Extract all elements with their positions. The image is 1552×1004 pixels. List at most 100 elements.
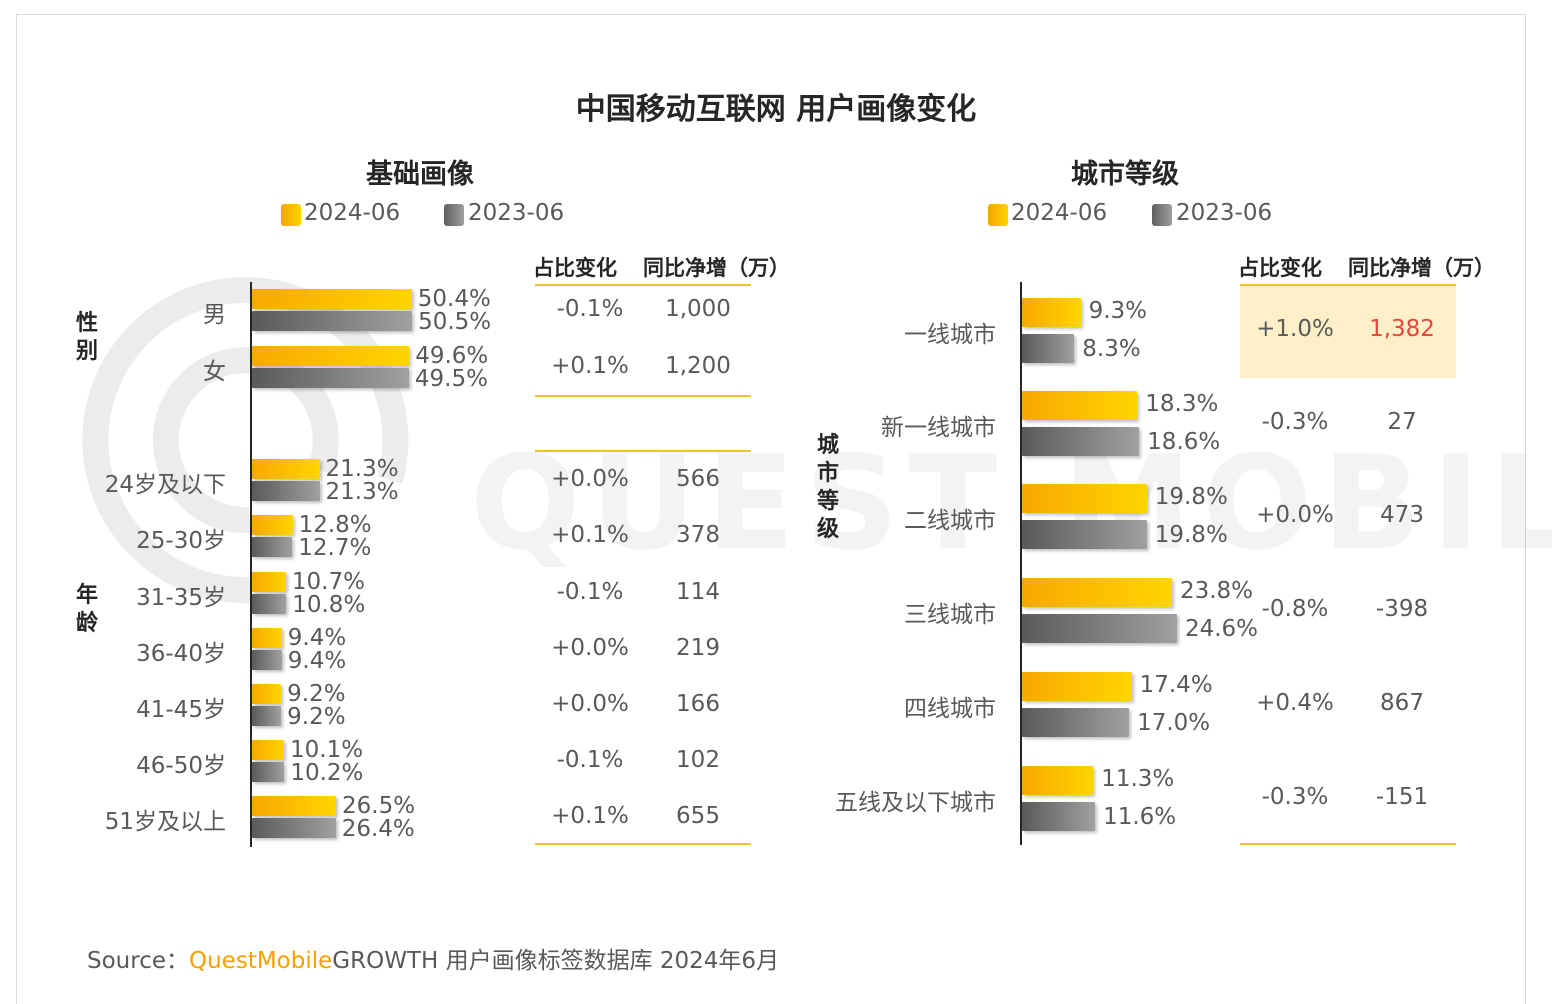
- right-chart-axis: [1020, 282, 1022, 845]
- highlight-first-tier: [1240, 285, 1456, 378]
- age-share-change-1: +0.1%: [551, 522, 629, 548]
- legend-swatch-2024: [281, 204, 301, 226]
- age-label-2024-1: 12.8%: [298, 512, 372, 538]
- legend-label-2023-right: 2023-06: [1176, 200, 1273, 226]
- gender-share-change-0: -0.1%: [556, 296, 624, 322]
- age-bar-2024-2: [252, 572, 286, 592]
- age-label-2023-4: 9.2%: [287, 704, 346, 730]
- age-label-2024-2: 10.7%: [291, 569, 365, 595]
- age-group-label: 年龄: [75, 583, 98, 636]
- city-bar-2024-0: [1022, 298, 1081, 327]
- gender-net-increase-0: 1,000: [665, 296, 731, 322]
- age-label-2023-5: 10.2%: [290, 760, 364, 786]
- age-bar-2023-1: [252, 537, 293, 557]
- age-net-increase-2: 114: [676, 579, 720, 605]
- legend-swatch-2023: [444, 204, 464, 226]
- gender-bar-2024-1: [252, 346, 410, 366]
- age-label-2023-2: 10.8%: [292, 592, 366, 618]
- city-bar-2023-5: [1022, 802, 1096, 831]
- city-bar-2023-1: [1022, 427, 1140, 456]
- city-net-increase-1: 27: [1387, 409, 1417, 435]
- age-share-change-6: +0.1%: [551, 803, 629, 829]
- age-bar-2023-3: [252, 650, 282, 670]
- age-label-2023-3: 9.4%: [287, 648, 347, 674]
- gender-group-label: 性别: [75, 311, 98, 364]
- city-share-change-1: -0.3%: [1261, 409, 1329, 435]
- city-share-change-0: +1.0%: [1256, 316, 1334, 342]
- city-bar-2023-0: [1022, 334, 1075, 363]
- gender-label-2023-0: 50.5%: [418, 309, 492, 335]
- age-net-increase-5: 102: [676, 747, 720, 773]
- age-label-2024-4: 9.2%: [287, 681, 346, 707]
- legend-swatch-2024-right: [988, 204, 1008, 226]
- source-note: Source：QuestMobileGROWTH 用户画像标签数据库 2024年…: [87, 941, 779, 975]
- gender-label-2024-1: 49.6%: [415, 343, 489, 369]
- age-category-2: 31-35岁: [136, 585, 226, 611]
- city-label-2024-4: 17.4%: [1139, 672, 1213, 698]
- gender-label-2023-1: 49.5%: [414, 366, 488, 392]
- age-bar-2023-2: [252, 594, 287, 614]
- city-label-2024-1: 18.3%: [1145, 391, 1219, 417]
- city-category-2: 二线城市: [904, 508, 996, 534]
- city-label-2023-0: 8.3%: [1082, 336, 1141, 362]
- city-category-1: 新一线城市: [881, 415, 996, 441]
- age-bar-2023-4: [252, 706, 282, 726]
- age-label-2023-0: 21.3%: [325, 479, 399, 505]
- left-chart-title: 基础画像: [366, 159, 474, 190]
- right-chart-title: 城市等级: [1071, 159, 1179, 190]
- city-label-2024-5: 11.3%: [1101, 766, 1175, 792]
- age-label-2024-3: 9.4%: [287, 625, 347, 651]
- right-col-header-share: 占比变化: [1238, 256, 1322, 280]
- age-label-2023-1: 12.7%: [298, 535, 372, 561]
- age-net-increase-6: 655: [676, 803, 720, 829]
- age-bar-2023-6: [252, 818, 336, 838]
- gender-category-1: 女: [203, 359, 226, 385]
- gender-label-2024-0: 50.4%: [417, 286, 491, 312]
- city-bar-2023-2: [1022, 520, 1147, 549]
- city-bar-2023-4: [1022, 708, 1130, 737]
- gender-bar-2024-0: [252, 289, 412, 309]
- city-bar-2024-2: [1022, 484, 1147, 513]
- city-net-increase-5: -151: [1375, 784, 1429, 810]
- age-bar-2024-4: [252, 684, 282, 704]
- city-bar-2024-4: [1022, 672, 1132, 701]
- city-bar-2024-5: [1022, 766, 1094, 795]
- age-share-change-2: -0.1%: [556, 579, 624, 605]
- city-share-change-4: +0.4%: [1256, 690, 1334, 716]
- city-group-label: 城市等级: [816, 433, 839, 542]
- right-table-line-1: [1240, 284, 1456, 286]
- age-share-change-0: +0.0%: [551, 466, 629, 492]
- age-bar-2023-5: [252, 762, 285, 782]
- legend-label-2024: 2024-06: [304, 200, 401, 226]
- chart-card: [16, 14, 1526, 1004]
- age-net-increase-3: 219: [676, 635, 720, 661]
- gender-net-increase-1: 1,200: [665, 353, 731, 379]
- source-brand: QuestMobile: [189, 948, 333, 974]
- city-net-increase-3: -398: [1375, 596, 1429, 622]
- city-share-change-2: +0.0%: [1256, 502, 1334, 528]
- age-category-3: 36-40岁: [136, 641, 226, 667]
- city-label-2023-5: 11.6%: [1103, 804, 1177, 830]
- left-chart-axis: [250, 282, 252, 847]
- page-title: 中国移动互联网 用户画像变化: [575, 92, 977, 127]
- age-net-increase-0: 566: [676, 466, 720, 492]
- age-category-4: 41-45岁: [136, 697, 226, 723]
- source-prefix: Source：: [87, 948, 189, 974]
- city-share-change-5: -0.3%: [1261, 784, 1329, 810]
- city-bar-2024-3: [1022, 578, 1172, 607]
- city-category-5: 五线及以下城市: [835, 790, 996, 816]
- right-table-line-2: [1240, 843, 1456, 845]
- legend-label-2023: 2023-06: [468, 200, 565, 226]
- age-share-change-3: +0.0%: [551, 635, 629, 661]
- left-table-line-2: [535, 395, 751, 397]
- age-category-0: 24岁及以下: [104, 472, 226, 498]
- city-bar-2024-1: [1022, 391, 1138, 420]
- left-table-line-3: [535, 450, 751, 452]
- city-label-2023-1: 18.6%: [1147, 429, 1221, 455]
- legend-label-2024-right: 2024-06: [1011, 200, 1108, 226]
- gender-bar-2023-1: [252, 368, 409, 388]
- age-net-increase-1: 378: [676, 522, 720, 548]
- city-net-increase-4: 867: [1380, 690, 1424, 716]
- city-label-2024-2: 19.8%: [1154, 484, 1228, 510]
- city-label-2024-3: 23.8%: [1179, 578, 1254, 604]
